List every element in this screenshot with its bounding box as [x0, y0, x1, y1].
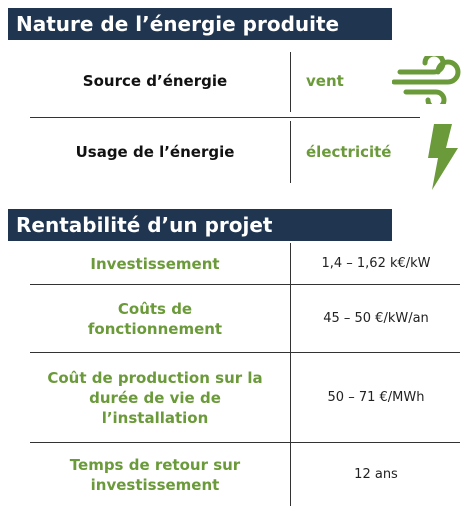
row-value: vent	[306, 72, 344, 90]
separator	[290, 52, 291, 112]
label-line: Temps de retour sur	[69, 455, 241, 474]
row-label: Coûts de fonctionnement	[20, 285, 290, 352]
wind-icon	[392, 56, 461, 104]
label-line: fonctionnement	[87, 319, 223, 338]
row-value: 1,4 – 1,62 k€/kW	[321, 255, 431, 271]
separator	[30, 442, 460, 443]
label-line: Investissement	[90, 254, 220, 273]
label-line: Coût de production sur la	[47, 368, 263, 387]
label-line: investissement	[90, 475, 220, 494]
label-line: Coûts de	[117, 299, 193, 318]
section-header: Nature de l’énergie produite	[8, 8, 392, 40]
label-line: durée de vie de	[89, 388, 221, 407]
row-label: Coût de production sur la durée de vie de…	[20, 353, 290, 442]
lightning-icon	[428, 124, 458, 190]
section-header: Rentabilité d’un projet	[8, 209, 392, 241]
row-label: Usage de l’énergie	[75, 143, 235, 161]
row-label: Investissement	[20, 243, 290, 284]
row-value: 45 – 50 €/kW/an	[323, 310, 429, 326]
row-value: 12 ans	[354, 466, 398, 482]
separator	[30, 284, 460, 285]
separator	[30, 117, 420, 118]
row-value: 50 – 71 €/MWh	[327, 389, 425, 405]
row-label: Temps de retour sur investissement	[20, 443, 290, 506]
separator	[290, 121, 291, 183]
separator	[290, 243, 291, 506]
separator	[30, 352, 460, 353]
label-line: l’installation	[101, 408, 209, 427]
row-value: électricité	[306, 143, 392, 161]
row-label: Source d’énergie	[82, 72, 228, 90]
